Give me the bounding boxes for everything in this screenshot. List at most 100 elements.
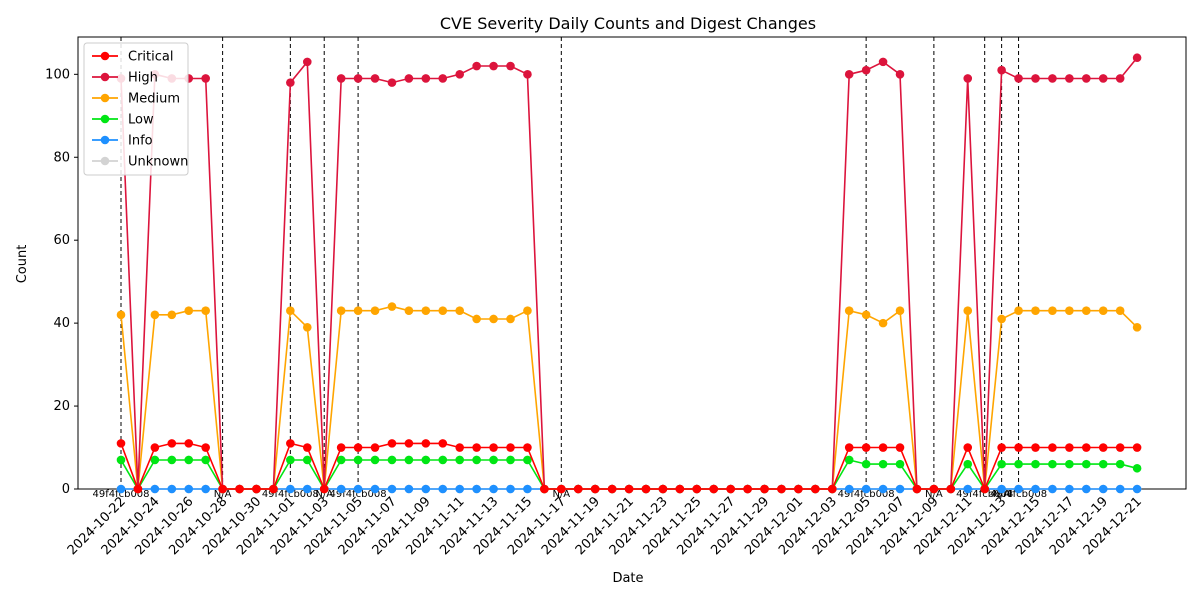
- data-point: [353, 455, 363, 465]
- data-point: [302, 322, 312, 332]
- data-point: [184, 455, 194, 465]
- data-point: [1081, 443, 1091, 452]
- data-point: [404, 306, 414, 315]
- y-tick-label: 0: [62, 482, 70, 497]
- data-point: [963, 459, 973, 469]
- data-point: [150, 455, 160, 465]
- data-point: [404, 484, 414, 494]
- data-point: [472, 455, 481, 465]
- data-point: [438, 484, 448, 494]
- data-point: [506, 455, 515, 465]
- data-point: [523, 306, 532, 315]
- data-point: [150, 443, 160, 452]
- data-point: [387, 455, 397, 465]
- data-point: [336, 484, 346, 494]
- data-point: [455, 484, 465, 494]
- legend-entry: Low: [128, 113, 154, 128]
- data-point: [370, 443, 380, 452]
- data-point: [489, 484, 498, 494]
- data-point: [844, 455, 854, 465]
- data-point: [489, 314, 498, 324]
- data-point: [184, 484, 194, 494]
- data-point: [1031, 306, 1040, 315]
- digest-change-label: N/A: [552, 489, 570, 500]
- data-point: [861, 484, 871, 494]
- data-point: [1115, 459, 1125, 469]
- data-point: [472, 443, 481, 452]
- data-point: [1081, 74, 1091, 83]
- data-point: [997, 484, 1006, 494]
- data-point: [302, 455, 312, 465]
- data-point: [1132, 53, 1142, 63]
- data-point: [1132, 322, 1142, 332]
- data-point: [252, 484, 261, 494]
- data-point: [116, 439, 126, 448]
- data-point: [523, 455, 532, 465]
- data-point: [286, 78, 295, 87]
- data-point: [201, 306, 210, 315]
- y-tick-label: 20: [53, 399, 70, 414]
- data-point: [811, 484, 820, 494]
- data-point: [167, 310, 177, 320]
- plot-frame: [77, 36, 1187, 490]
- data-point: [794, 484, 803, 494]
- data-point: [167, 455, 177, 465]
- data-point: [709, 484, 719, 494]
- data-point: [844, 484, 854, 494]
- data-point: [1065, 484, 1074, 494]
- data-point: [201, 443, 210, 452]
- data-point: [184, 439, 194, 448]
- data-point: [353, 306, 363, 315]
- data-point: [963, 306, 973, 315]
- data-point: [929, 484, 939, 494]
- data-point: [302, 443, 312, 452]
- data-point: [607, 484, 617, 494]
- data-point: [421, 455, 431, 465]
- data-point: [844, 306, 854, 315]
- data-point: [116, 484, 126, 494]
- legend-swatch-marker: [100, 51, 110, 61]
- data-point: [336, 443, 346, 452]
- digest-change-label: 49f4fcb008: [956, 489, 1013, 500]
- data-point: [878, 459, 888, 469]
- data-point: [878, 57, 888, 67]
- digest-change-label: 49f4fcb008: [330, 489, 387, 500]
- y-tick-label: 60: [53, 233, 70, 248]
- data-point: [726, 484, 735, 494]
- digest-change-label: 49f4fcb008: [990, 489, 1047, 500]
- data-point: [895, 484, 905, 494]
- data-point: [353, 484, 363, 494]
- data-point: [844, 70, 854, 79]
- data-point: [302, 57, 312, 67]
- data-point: [895, 306, 905, 315]
- data-point: [1014, 484, 1023, 494]
- data-point: [387, 439, 397, 448]
- data-point: [184, 306, 194, 315]
- data-point: [1048, 484, 1057, 494]
- digest-change-label: 49f4fcb008: [92, 489, 149, 500]
- data-point: [201, 484, 210, 494]
- data-point: [370, 306, 380, 315]
- x-axis-label: Date: [612, 571, 643, 586]
- data-point: [861, 310, 871, 320]
- data-point: [1031, 459, 1040, 469]
- data-point: [489, 455, 498, 465]
- data-point: [336, 455, 346, 465]
- data-point: [421, 306, 431, 315]
- data-point: [1065, 306, 1074, 315]
- data-point: [455, 455, 465, 465]
- data-point: [1031, 443, 1040, 452]
- data-point: [1065, 459, 1074, 469]
- data-point: [302, 484, 312, 494]
- data-point: [150, 310, 160, 320]
- data-point: [353, 74, 363, 83]
- data-point: [404, 74, 414, 83]
- data-point: [1098, 74, 1108, 83]
- data-point: [1098, 459, 1108, 469]
- data-point: [370, 74, 380, 83]
- y-axis-label: Count: [15, 245, 30, 284]
- digest-change-label: N/A: [925, 489, 943, 500]
- data-point: [404, 439, 414, 448]
- data-point: [641, 484, 651, 494]
